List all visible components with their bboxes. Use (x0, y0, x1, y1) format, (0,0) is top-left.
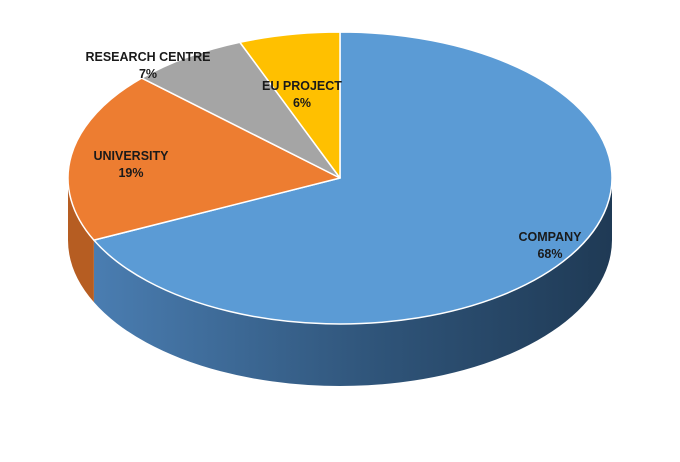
pie-slice-company (93, 31, 613, 325)
pie-slice-research-centre (140, 41, 341, 179)
slice-label-university: UNIVERSITY 19% (93, 149, 169, 180)
slice-label-research-centre-value: 7% (139, 67, 157, 81)
pie-top-faces (67, 31, 613, 325)
slice-label-eu-project-value: 6% (293, 96, 311, 110)
slice-label-research-centre: RESEARCH CENTRE 7% (85, 50, 210, 81)
pie-side-university (68, 178, 94, 303)
pie-side-company (93, 178, 613, 386)
pie-side-walls (68, 178, 613, 386)
pie-slice-university (67, 77, 341, 241)
slice-label-company-name: COMPANY (519, 230, 583, 244)
slice-label-university-value: 19% (118, 166, 143, 180)
slice-label-research-centre-name: RESEARCH CENTRE (85, 50, 210, 64)
slice-label-company: COMPANY 68% (519, 230, 583, 261)
pie-slice-eu-project (239, 31, 341, 179)
slice-label-company-value: 68% (537, 247, 562, 261)
slice-label-university-name: UNIVERSITY (93, 149, 169, 163)
slice-label-eu-project-name: EU PROJECT (262, 79, 342, 93)
slice-labels: COMPANY 68% UNIVERSITY 19% RESEARCH CENT… (85, 50, 582, 261)
slice-label-eu-project: EU PROJECT 6% (262, 79, 342, 110)
